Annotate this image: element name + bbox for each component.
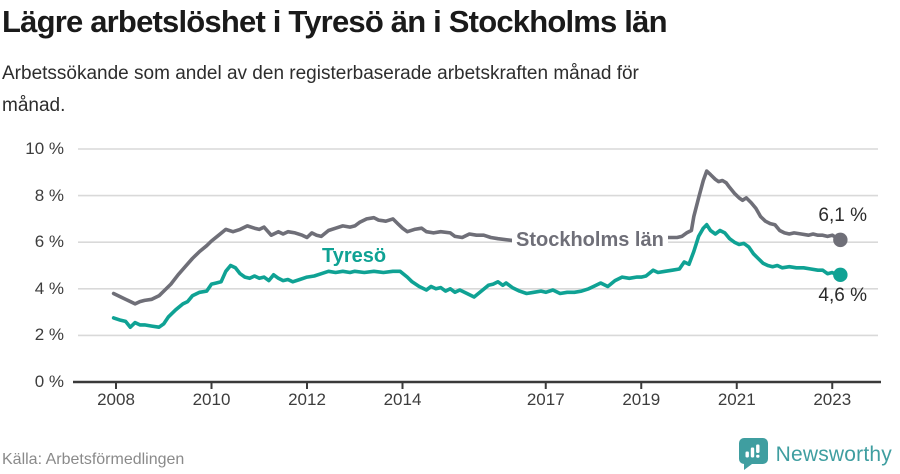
x-tick-label: 2021 — [717, 390, 756, 409]
y-tick-label: 0 % — [34, 372, 64, 391]
newsworthy-logo-icon — [738, 438, 768, 470]
y-tick-label: 10 % — [25, 139, 64, 158]
y-tick-label: 6 % — [34, 232, 64, 252]
x-tick-label: 2014 — [383, 390, 422, 409]
y-tick-label: 8 % — [34, 185, 64, 205]
x-tick-label: 2019 — [622, 390, 661, 409]
end-value-stockholms-lan: 6,1 % — [818, 205, 867, 226]
page-title: Lägre arbetslöshet i Tyresö än i Stockho… — [2, 4, 668, 39]
x-tick-label: 2010 — [192, 390, 231, 409]
end-value-tyreso: 4,6 % — [818, 285, 867, 306]
series-end-dot — [833, 267, 848, 283]
series-label-stockholms-lan: Stockholms län — [512, 228, 668, 253]
y-tick-label: 4 % — [34, 278, 64, 298]
newsworthy-brand-text: Newsworthy — [775, 442, 892, 466]
newsworthy-brand[interactable]: Newsworthy — [738, 438, 892, 471]
series-label-tyreso: Tyresö — [318, 244, 391, 269]
chart-subtitle: Arbetssökande som andel av den registerb… — [2, 63, 639, 116]
series-line-stockholms-l-n — [111, 169, 843, 306]
source-credit: Källa: Arbetsförmedlingen — [2, 451, 185, 468]
x-tick-label: 2008 — [97, 390, 135, 409]
series-line-tyres- — [111, 222, 843, 330]
x-tick-label: 2017 — [526, 390, 565, 409]
y-tick-label: 2 % — [34, 325, 64, 345]
x-tick-label: 2023 — [813, 390, 852, 409]
x-tick-label: 2012 — [288, 390, 326, 409]
series-end-dot — [833, 232, 848, 248]
